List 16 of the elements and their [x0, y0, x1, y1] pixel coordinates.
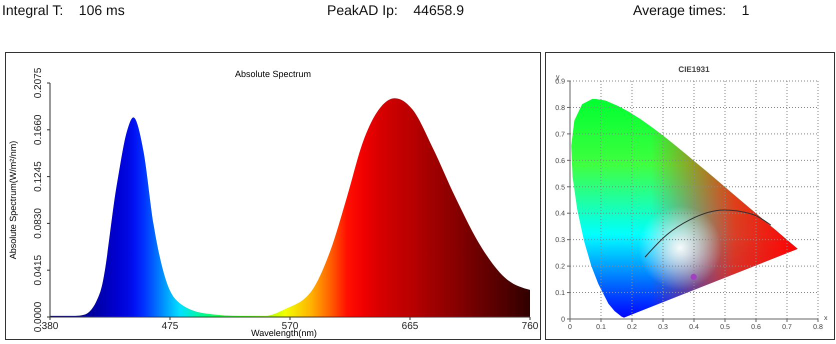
- text: Integral T: 106 ms: [2, 2, 125, 18]
- y-tick-label: 0.0415: [33, 254, 44, 286]
- text: Average times: 1: [633, 2, 750, 18]
- y-tick-label: 0.1245: [33, 160, 44, 192]
- line-series: [644, 210, 772, 258]
- y-axis-title: Absolute Spectrum(W/m²/nm): [8, 140, 18, 260]
- x-tick-label: 475: [162, 321, 179, 332]
- chart-title: CIE1931: [677, 65, 711, 74]
- y-tick-label: 0.1660: [33, 114, 44, 146]
- y-tick-label: 0.0830: [33, 208, 44, 239]
- chart-title: Absolute Spectrum: [234, 69, 312, 79]
- x-tick-label: 760: [522, 321, 539, 332]
- x-tick-label: 665: [402, 321, 419, 332]
- x-tick-label: 380: [42, 321, 59, 332]
- text: PeakAD Ip: 44658.9: [327, 2, 464, 18]
- y-tick-label: 0.2075: [33, 67, 44, 98]
